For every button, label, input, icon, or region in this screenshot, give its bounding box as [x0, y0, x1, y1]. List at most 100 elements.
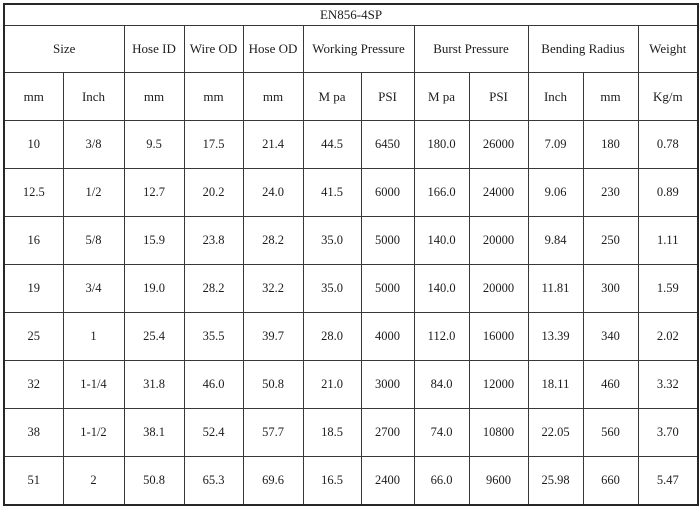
table-cell-r1-c3: 9.5 — [123, 120, 185, 169]
table-cell-r3-c10: 9.84 — [527, 216, 584, 265]
table-cell-r5-c4: 35.5 — [183, 312, 244, 361]
table-cell-r5-c6: 28.0 — [302, 312, 362, 361]
table-cell-r3-c8: 140.0 — [413, 216, 470, 265]
table-cell-r4-c12: 1.59 — [637, 264, 699, 313]
table-row-2: 12.5 1/2 12.7 20.2 24.0 41.5 6000 166.0 24000 9.0… — [3, 168, 699, 217]
table-cell-r2-c5: 24.0 — [242, 168, 304, 217]
column-group-hose-id: Hose ID — [123, 25, 185, 73]
table-cell-r6-c4: 46.0 — [183, 360, 244, 409]
table-cell-r4-c7: 5000 — [360, 264, 415, 313]
table-cell-r8-c1: 51 — [3, 456, 64, 506]
unit-header-col-3: mm — [123, 72, 185, 121]
table-cell-r6-c9: 12000 — [468, 360, 529, 409]
column-group-size: Size — [3, 25, 125, 73]
table-cell-r5-c9: 16000 — [468, 312, 529, 361]
table-cell-r2-c2: 1/2 — [62, 168, 125, 217]
table-cell-r5-c12: 2.02 — [637, 312, 699, 361]
table-cell-r2-c4: 20.2 — [183, 168, 244, 217]
table-cell-r1-c6: 44.5 — [302, 120, 362, 169]
table-cell-r8-c10: 25.98 — [527, 456, 584, 506]
table-cell-r4-c2: 3/4 — [62, 264, 125, 313]
column-group-weight: Weight — [637, 25, 699, 73]
table-cell-r3-c12: 1.11 — [637, 216, 699, 265]
unit-header-col-6: M pa — [302, 72, 362, 121]
table-cell-r1-c8: 180.0 — [413, 120, 470, 169]
table-cell-r6-c12: 3.32 — [637, 360, 699, 409]
table-cell-r5-c3: 25.4 — [123, 312, 185, 361]
column-group-burst-pressure: Burst Pressure — [413, 25, 529, 73]
column-group-bending-radius: Bending Radius — [527, 25, 639, 73]
table-cell-r2-c10: 9.06 — [527, 168, 584, 217]
column-group-working-pressure: Working Pressure — [302, 25, 415, 73]
unit-header-col-8: M pa — [413, 72, 470, 121]
table-cell-r8-c4: 65.3 — [183, 456, 244, 506]
table-cell-r5-c10: 13.39 — [527, 312, 584, 361]
table-cell-r7-c5: 57.7 — [242, 408, 304, 457]
table-cell-r7-c4: 52.4 — [183, 408, 244, 457]
table-cell-r7-c8: 74.0 — [413, 408, 470, 457]
table-cell-r6-c10: 18.11 — [527, 360, 584, 409]
table-cell-r5-c5: 39.7 — [242, 312, 304, 361]
table-cell-r5-c8: 112.0 — [413, 312, 470, 361]
table-cell-r7-c3: 38.1 — [123, 408, 185, 457]
table-cell-r6-c1: 32 — [3, 360, 64, 409]
column-group-row: Size Hose ID Wire OD Hose OD Working Pressur… — [3, 25, 699, 73]
table-cell-r8-c11: 660 — [582, 456, 639, 506]
unit-header-col-9: PSI — [468, 72, 529, 121]
table-row-5: 25 1 25.4 35.5 39.7 28.0 4000 112.0 16000 13.39 34… — [3, 312, 699, 361]
table-cell-r2-c1: 12.5 — [3, 168, 64, 217]
table-cell-r4-c5: 32.2 — [242, 264, 304, 313]
table-cell-r1-c9: 26000 — [468, 120, 529, 169]
column-group-wire-od: Wire OD — [183, 25, 244, 73]
unit-header-col-4: mm — [183, 72, 244, 121]
table-cell-r4-c9: 20000 — [468, 264, 529, 313]
table-row-4: 19 3/4 19.0 28.2 32.2 35.0 5000 140.0 20000 11.81… — [3, 264, 699, 313]
table-cell-r2-c8: 166.0 — [413, 168, 470, 217]
table-cell-r1-c2: 3/8 — [62, 120, 125, 169]
table-cell-r5-c2: 1 — [62, 312, 125, 361]
table-cell-r3-c2: 5/8 — [62, 216, 125, 265]
unit-header-col-5: mm — [242, 72, 304, 121]
hose-spec-table: EN856-4SP Size Hose ID Wire OD Hose OD Worki… — [3, 3, 699, 506]
table-cell-r8-c9: 9600 — [468, 456, 529, 506]
table-cell-r5-c1: 25 — [3, 312, 64, 361]
unit-header-col-11: mm — [582, 72, 639, 121]
unit-header-col-1: mm — [3, 72, 64, 121]
table-cell-r2-c3: 12.7 — [123, 168, 185, 217]
table-cell-r8-c6: 16.5 — [302, 456, 362, 506]
table-cell-r7-c7: 2700 — [360, 408, 415, 457]
table-body: 10 3/8 9.5 17.5 21.4 44.5 6450 180.0 26000 7.09 18… — [3, 120, 699, 506]
table-cell-r8-c3: 50.8 — [123, 456, 185, 506]
units-row: mm Inch mm mm mm M pa PSI M pa PSI Inch mm Kg/m — [3, 72, 699, 121]
table-row-3: 16 5/8 15.9 23.8 28.2 35.0 5000 140.0 20000 9.84 2… — [3, 216, 699, 265]
table-cell-r6-c8: 84.0 — [413, 360, 470, 409]
unit-header-col-2: Inch — [62, 72, 125, 121]
table-cell-r4-c10: 11.81 — [527, 264, 584, 313]
table-cell-r4-c6: 35.0 — [302, 264, 362, 313]
table-cell-r1-c10: 7.09 — [527, 120, 584, 169]
table-cell-r2-c7: 6000 — [360, 168, 415, 217]
table-cell-r7-c6: 18.5 — [302, 408, 362, 457]
table-cell-r3-c11: 250 — [582, 216, 639, 265]
table-cell-r8-c5: 69.6 — [242, 456, 304, 506]
table-cell-r4-c4: 28.2 — [183, 264, 244, 313]
table-cell-r3-c5: 28.2 — [242, 216, 304, 265]
table-row-8: 51 2 50.8 65.3 69.6 16.5 2400 66.0 9600 25.98 660 5… — [3, 456, 699, 506]
table-cell-r1-c4: 17.5 — [183, 120, 244, 169]
table-cell-r4-c1: 19 — [3, 264, 64, 313]
table-cell-r7-c2: 1-1/2 — [62, 408, 125, 457]
table-cell-r7-c1: 38 — [3, 408, 64, 457]
table-cell-r3-c6: 35.0 — [302, 216, 362, 265]
table-cell-r5-c7: 4000 — [360, 312, 415, 361]
table-cell-r6-c5: 50.8 — [242, 360, 304, 409]
table-cell-r8-c8: 66.0 — [413, 456, 470, 506]
table-cell-r7-c10: 22.05 — [527, 408, 584, 457]
table-cell-r8-c7: 2400 — [360, 456, 415, 506]
table-cell-r6-c6: 21.0 — [302, 360, 362, 409]
table-cell-r3-c7: 5000 — [360, 216, 415, 265]
table-cell-r2-c12: 0.89 — [637, 168, 699, 217]
table-cell-r4-c3: 19.0 — [123, 264, 185, 313]
unit-header-col-7: PSI — [360, 72, 415, 121]
table-cell-r7-c9: 10800 — [468, 408, 529, 457]
table-cell-r8-c12: 5.47 — [637, 456, 699, 506]
